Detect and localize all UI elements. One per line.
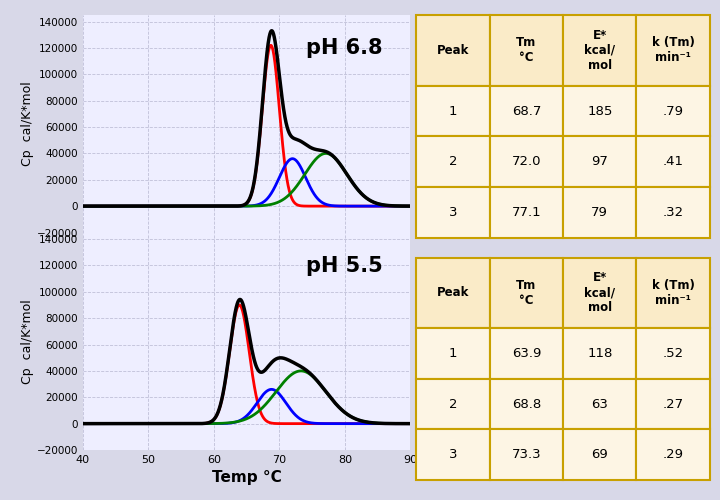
Y-axis label: Cp  cal/K*mol: Cp cal/K*mol xyxy=(21,82,34,166)
Text: pH 6.8: pH 6.8 xyxy=(305,38,382,58)
Text: pH 5.5: pH 5.5 xyxy=(305,256,382,276)
X-axis label: Temp °C: Temp °C xyxy=(212,470,282,486)
Y-axis label: Cp  cal/K*mol: Cp cal/K*mol xyxy=(21,299,34,384)
